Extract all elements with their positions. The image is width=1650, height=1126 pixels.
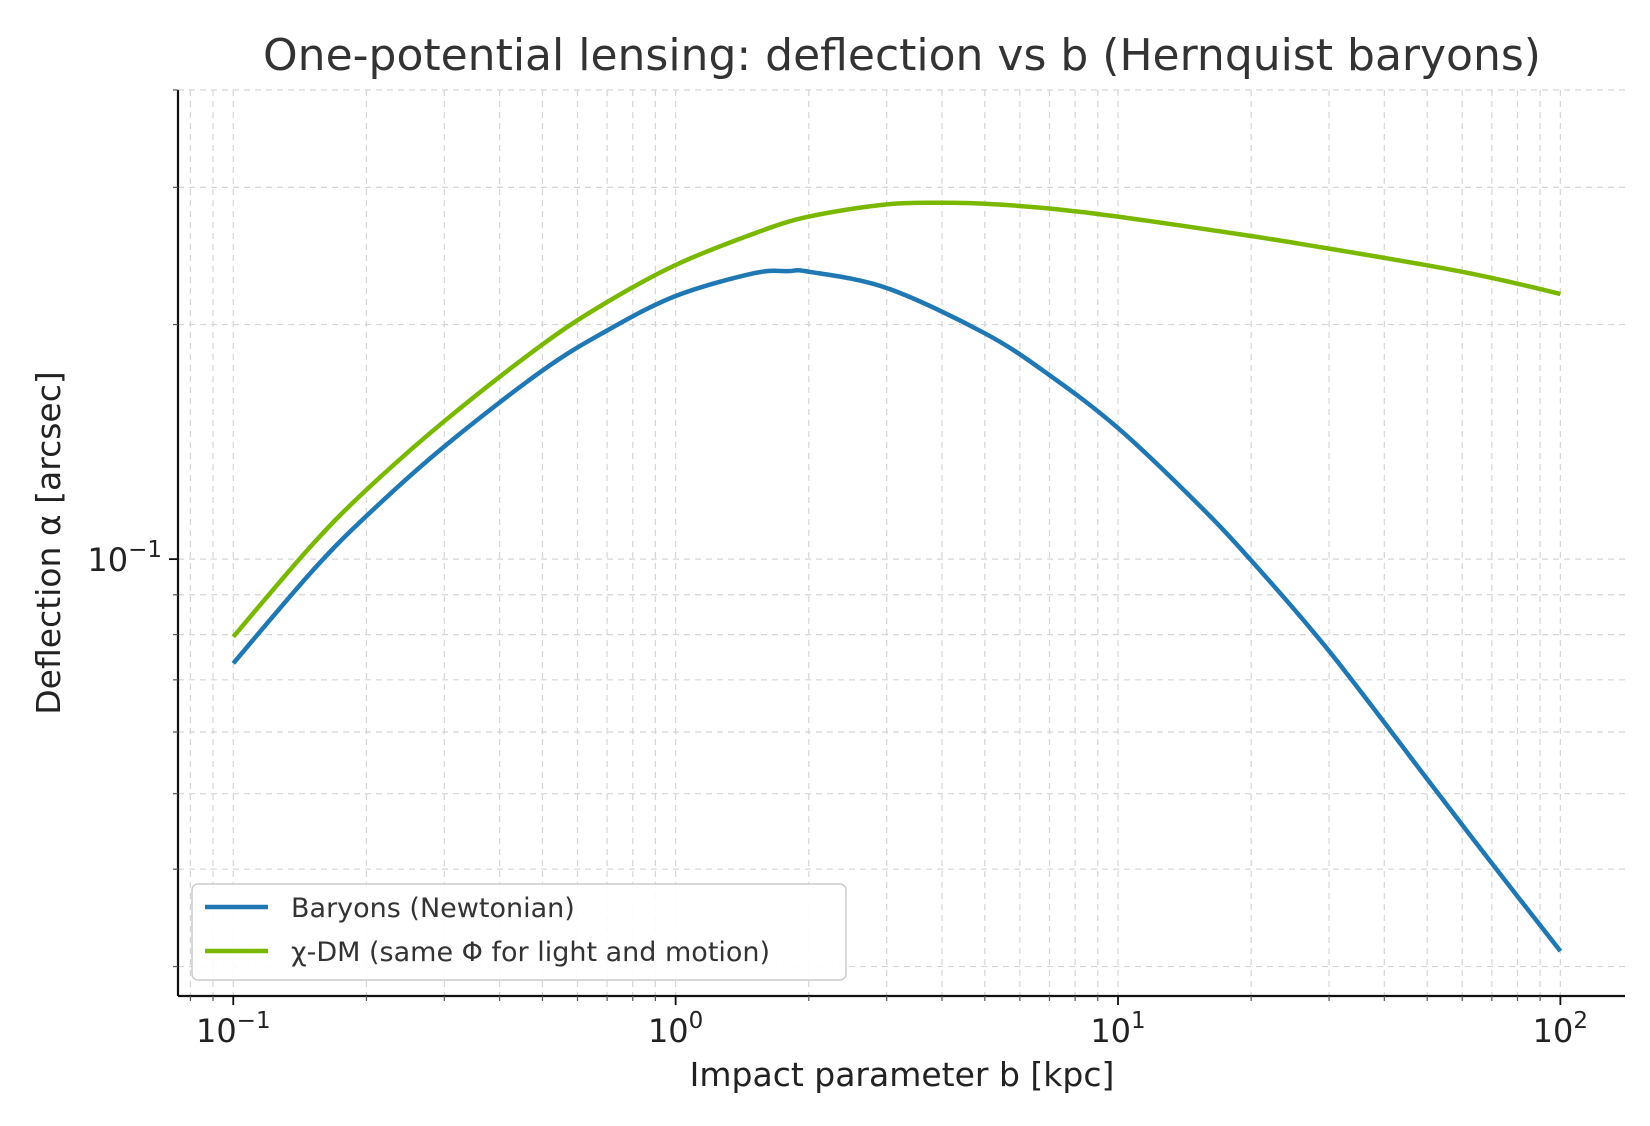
chart-title: One-potential lensing: deflection vs b (… <box>263 30 1541 81</box>
x-tick-label: 102 <box>1533 1008 1588 1050</box>
y-axis-label: Deflection α [arcsec] <box>29 371 68 715</box>
x-tick-label: 101 <box>1090 1008 1145 1050</box>
ticks: 10−1 100 101 102 10−1 <box>87 89 1588 1050</box>
series-line-baryons <box>231 267 1563 953</box>
series-line-chi-dm <box>231 200 1561 639</box>
series-lines <box>231 200 1563 953</box>
axes <box>176 90 1625 998</box>
x-tick-label: 10−1 <box>196 1008 271 1050</box>
legend-label-chi-dm: χ-DM (same Φ for light and motion) <box>291 937 770 968</box>
grid <box>178 89 1625 996</box>
y-tick-label: 10−1 <box>87 537 162 579</box>
x-axis-label: Impact parameter b [kpc] <box>690 1055 1115 1094</box>
legend: Baryons (Newtonian) χ-DM (same Φ for lig… <box>191 883 847 981</box>
x-tick-label: 100 <box>648 1008 703 1050</box>
legend-label-baryons: Baryons (Newtonian) <box>291 893 575 924</box>
legend-frame <box>191 883 847 981</box>
